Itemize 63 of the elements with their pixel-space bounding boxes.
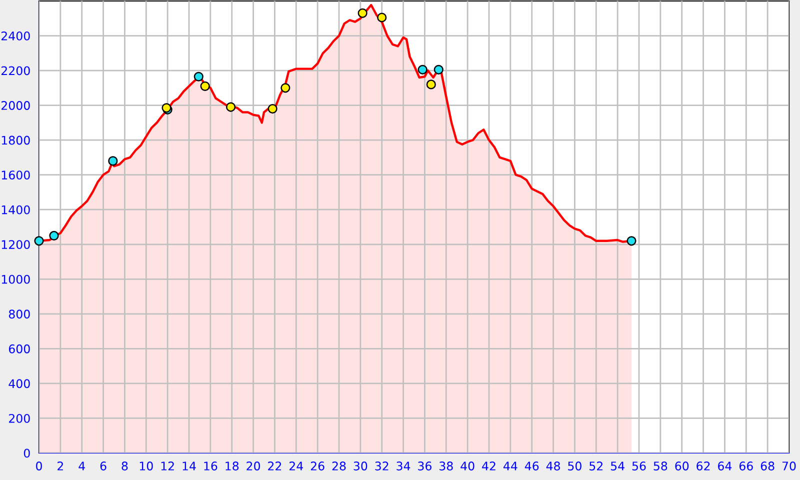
x-tick-label: 60 — [675, 462, 689, 470]
y-tick-label: 1000 — [2, 274, 30, 284]
x-tick-label: 62 — [696, 462, 710, 470]
x-tick-label: 30 — [354, 462, 368, 470]
x-tick-label: 50 — [568, 462, 582, 470]
y-tick-label: 1400 — [2, 205, 30, 214]
x-tick-label: 22 — [268, 462, 282, 470]
y-tick-label: 800 — [8, 310, 30, 319]
x-tick-label: 20 — [246, 462, 260, 470]
x-tick-label: 64 — [718, 462, 732, 470]
x-tick-label: 8 — [122, 462, 128, 470]
x-tick-label: 14 — [182, 462, 196, 470]
x-tick-label: 12 — [161, 462, 174, 470]
x-tick-label: 58 — [654, 462, 668, 470]
x-tick-label: 68 — [760, 462, 774, 470]
point — [358, 8, 368, 18]
x-tick-label: 26 — [310, 462, 324, 470]
x-tick-label: 10 — [140, 462, 153, 470]
point — [49, 230, 59, 240]
x-tick-label: 4 — [78, 462, 85, 470]
x-tick-label: 18 — [226, 462, 239, 470]
x-tick-label: 6 — [100, 462, 106, 470]
x-tick-label: 2 — [58, 462, 63, 470]
y-tick-label: 200 — [9, 414, 30, 423]
x-tick-label: 38 — [440, 462, 453, 470]
x-tick-label: 56 — [632, 462, 646, 470]
x-tick-label: 52 — [590, 462, 602, 470]
x-tick-label: 24 — [289, 462, 303, 470]
point — [377, 12, 387, 22]
y-tick-label: 1800 — [2, 136, 30, 145]
y-tick-label: 2400 — [1, 31, 30, 40]
x-tick-label: 36 — [418, 462, 432, 470]
point — [434, 64, 444, 74]
x-tick-label: 66 — [739, 462, 753, 470]
point — [418, 64, 428, 74]
x-tick-label: 0 — [36, 462, 42, 470]
x-tick-label: 70 — [782, 462, 796, 470]
x-tick-label: 54 — [610, 462, 624, 470]
y-tick-label: 1600 — [2, 170, 30, 180]
y-tick-label: 2200 — [1, 66, 30, 76]
x-tick-label: 32 — [375, 462, 388, 470]
point — [34, 236, 44, 246]
point — [280, 83, 290, 93]
x-tick-label: 34 — [396, 462, 410, 470]
point — [226, 102, 236, 112]
point — [194, 72, 204, 82]
x-tick-label: 48 — [546, 462, 560, 470]
y-tick-label: 2000 — [1, 101, 30, 110]
y-tick-label: 400 — [8, 379, 30, 388]
x-tick-label: 42 — [482, 462, 496, 470]
point — [200, 81, 210, 91]
y-tick-label: 0 — [24, 448, 30, 458]
x-tick-label: 28 — [332, 462, 346, 470]
x-tick-label: 46 — [524, 462, 539, 470]
x-tick-label: 16 — [204, 462, 218, 470]
y-tick-label: 600 — [8, 344, 30, 354]
point — [626, 236, 636, 246]
point — [426, 80, 436, 90]
x-tick-label: 40 — [460, 462, 474, 470]
point — [108, 156, 118, 166]
point — [268, 104, 278, 114]
x-tick-label: 44 — [503, 462, 518, 470]
y-tick-label: 1200 — [2, 240, 30, 250]
